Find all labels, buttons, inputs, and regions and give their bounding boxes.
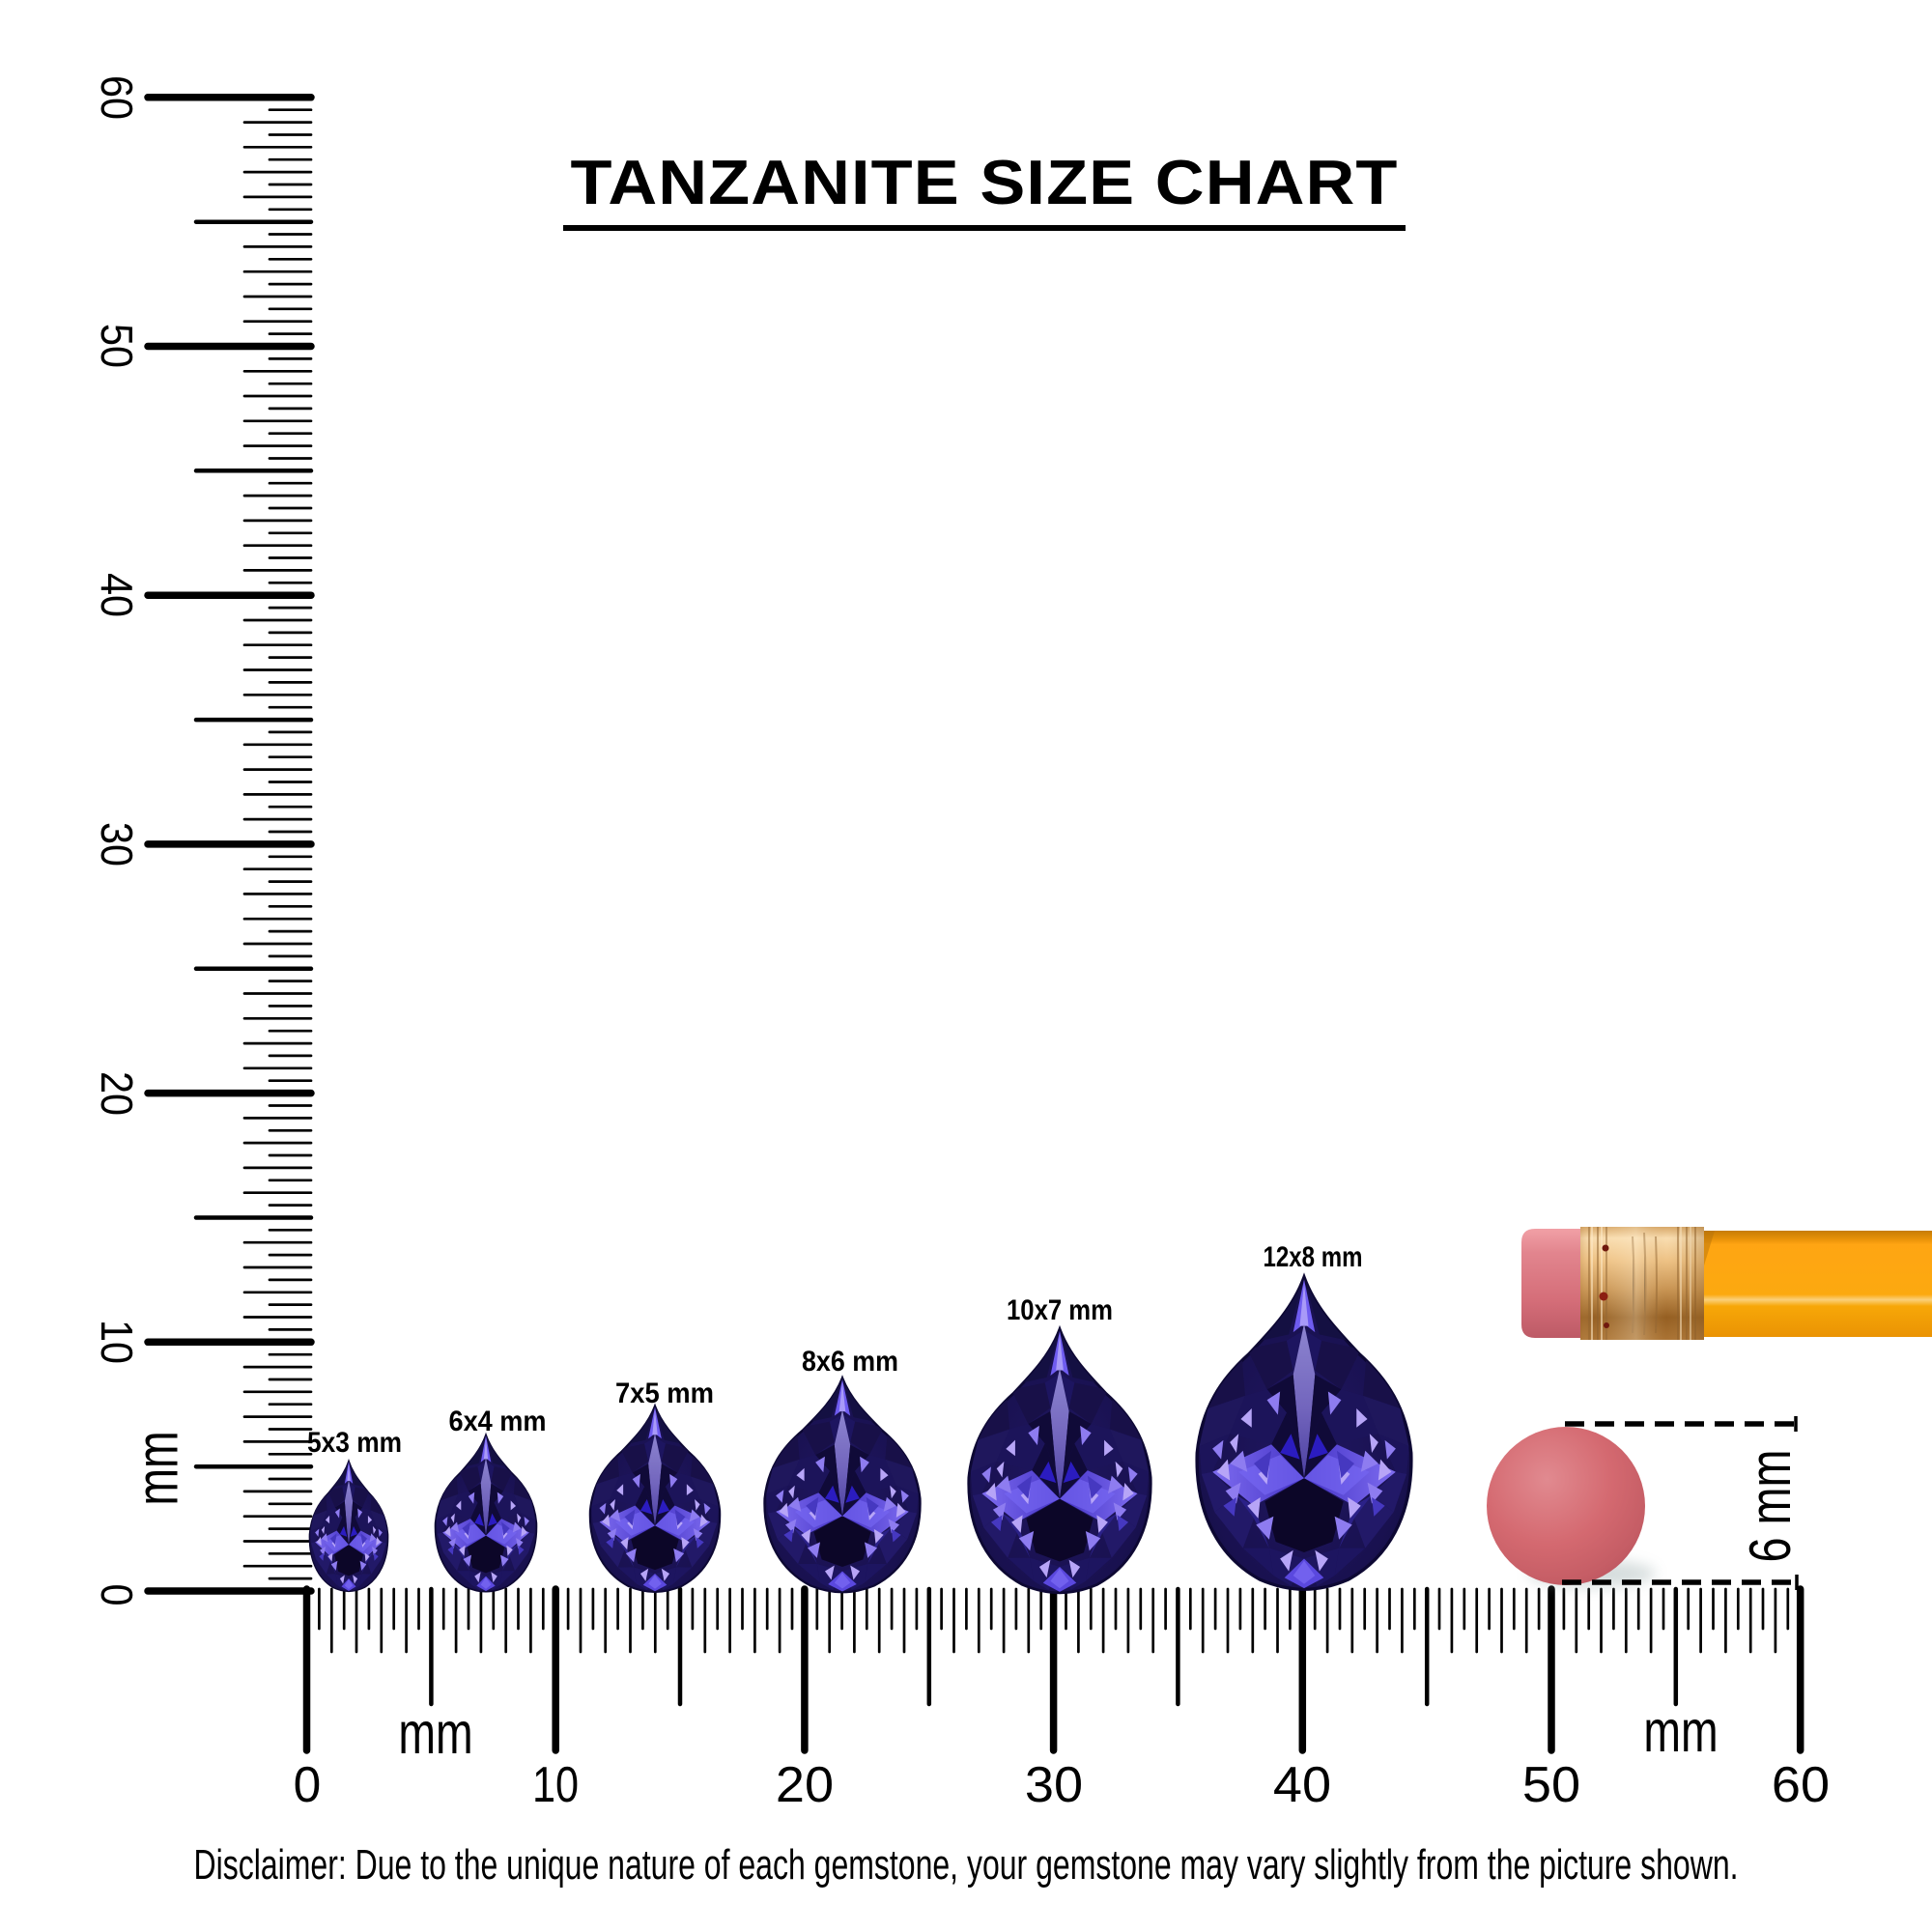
svg-text:0: 0 <box>91 1583 141 1605</box>
svg-text:7x5 mm: 7x5 mm <box>615 1378 714 1409</box>
svg-text:TANZANITE SIZE CHART: TANZANITE SIZE CHART <box>571 147 1399 217</box>
svg-text:10: 10 <box>91 1320 141 1364</box>
svg-text:30: 30 <box>1025 1757 1083 1813</box>
svg-text:6 mm: 6 mm <box>1739 1450 1804 1563</box>
svg-text:10x7 mm: 10x7 mm <box>1007 1294 1113 1326</box>
svg-text:50: 50 <box>91 324 141 368</box>
svg-text:20: 20 <box>776 1757 834 1813</box>
svg-text:Disclaimer: Due to the unique: Disclaimer: Due to the unique nature of … <box>194 1841 1739 1889</box>
svg-text:12x8 mm: 12x8 mm <box>1264 1241 1363 1273</box>
svg-text:60: 60 <box>91 75 141 120</box>
svg-text:5x3 mm: 5x3 mm <box>307 1427 402 1459</box>
svg-text:40: 40 <box>91 573 141 617</box>
svg-text:mm: mm <box>125 1431 190 1505</box>
svg-text:20: 20 <box>91 1071 141 1116</box>
svg-text:6x4 mm: 6x4 mm <box>449 1406 547 1437</box>
svg-text:40: 40 <box>1273 1757 1331 1813</box>
svg-text:10: 10 <box>532 1758 579 1813</box>
svg-text:mm: mm <box>1643 1699 1718 1765</box>
svg-text:0: 0 <box>294 1756 322 1812</box>
svg-text:mm: mm <box>398 1701 472 1767</box>
svg-text:60: 60 <box>1772 1757 1830 1813</box>
svg-text:50: 50 <box>1522 1757 1580 1813</box>
svg-text:8x6 mm: 8x6 mm <box>802 1346 898 1378</box>
svg-text:30: 30 <box>91 822 141 867</box>
